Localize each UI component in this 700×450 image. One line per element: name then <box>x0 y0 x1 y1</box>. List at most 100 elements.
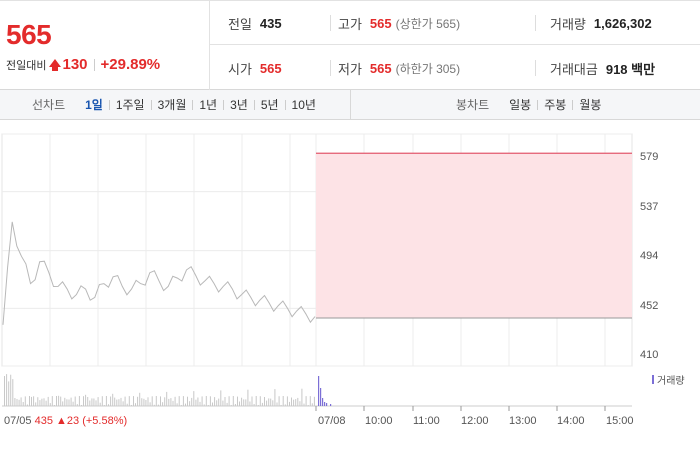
volume-bar <box>199 401 201 406</box>
volume-bar <box>224 397 226 406</box>
volume-bar <box>311 403 313 406</box>
volume-bar <box>162 402 164 406</box>
divider <box>350 90 351 119</box>
volume-bar <box>322 398 324 406</box>
price-summary: 565 전일대비 130 +29.89% <box>0 1 210 90</box>
tab-3y[interactable]: 3년 <box>230 98 248 112</box>
tab-1d[interactable]: 1일 <box>85 98 103 112</box>
volume-bar <box>305 396 307 406</box>
volume-bar <box>10 374 12 406</box>
stat-label: 거래량 <box>550 16 586 32</box>
volume-bar <box>218 398 220 406</box>
divider <box>150 99 152 110</box>
volume-bar <box>180 405 182 406</box>
volume-bar <box>276 402 278 406</box>
volume-bar <box>326 403 328 406</box>
stat-sub: (상한가 565) <box>395 16 461 31</box>
x-tick: 13:00 <box>509 415 537 427</box>
stat-trade-value: 거래대금 918 백만 <box>550 46 655 90</box>
volume-bar <box>116 399 118 406</box>
volume-bar <box>270 398 272 406</box>
volume-bar <box>149 402 151 406</box>
chart-tabs: 선차트 1일 1주일 3개월 1년 3년 5년 10년 봉차트 일봉 주봉 월봉 <box>0 90 700 120</box>
volume-bar <box>297 397 299 406</box>
volume-bar <box>286 396 288 406</box>
volume-bar <box>257 405 259 406</box>
volume-bar <box>147 397 149 406</box>
tab-10y[interactable]: 10년 <box>291 98 316 112</box>
tab-1w[interactable]: 1주일 <box>115 98 145 112</box>
volume-bar <box>60 396 62 406</box>
volume-bar <box>289 401 290 406</box>
volume-bar <box>31 396 32 406</box>
volume-bar <box>272 400 274 406</box>
volume-bar <box>37 397 39 406</box>
prev-day-change: 23 <box>66 415 80 427</box>
current-price: 565 <box>6 19 52 50</box>
tab-daily[interactable]: 일봉 <box>509 98 532 112</box>
line-chart-tabs: 선차트 1일 1주일 3개월 1년 3년 5년 10년 <box>32 90 322 119</box>
stat-label: 저가 <box>338 61 362 77</box>
divider <box>93 58 95 71</box>
stat-value: 565 <box>369 60 392 76</box>
volume-bar <box>122 401 124 406</box>
x-tick: 10:00 <box>365 415 393 427</box>
tab-weekly[interactable]: 주봉 <box>544 98 567 112</box>
tab-monthly[interactable]: 월봉 <box>579 98 602 112</box>
volume-bar <box>53 405 55 406</box>
change-percent: +29.89% <box>100 56 161 73</box>
tab-3m[interactable]: 3개월 <box>157 98 187 112</box>
y-tick: 579 <box>640 151 659 163</box>
volume-bar <box>24 396 26 406</box>
price-series-line <box>2 221 316 325</box>
divider <box>535 60 536 76</box>
stat-value: 565 <box>259 60 282 76</box>
volume-bar <box>160 396 161 406</box>
volume-bar <box>139 392 141 406</box>
volume-bar <box>93 398 95 406</box>
volume-bar <box>245 399 247 406</box>
volume-bar <box>20 397 22 406</box>
volume-bar <box>6 374 8 406</box>
y-tick: 452 <box>640 300 659 312</box>
candle-chart-label: 봉차트 <box>456 98 490 112</box>
volume-bar <box>232 396 234 406</box>
volume-bar <box>114 397 116 406</box>
volume-bar <box>33 396 35 406</box>
stat-label: 전일 <box>228 16 252 32</box>
volume-bar <box>22 402 24 406</box>
stats-row: 시가 565 저가 565 (하한가 305) 거래대금 918 백만 <box>210 46 700 90</box>
stat-label: 시가 <box>228 61 252 77</box>
volume-bar <box>205 396 207 406</box>
volume-bar <box>222 400 224 406</box>
y-tick: 494 <box>640 250 659 262</box>
volume-bar <box>39 400 41 406</box>
stat-value: 435 <box>259 15 282 31</box>
volume-bar <box>68 399 70 406</box>
volume-bar <box>47 396 49 406</box>
change-value: 130 <box>62 56 88 73</box>
volume-bar <box>135 403 136 406</box>
stat-sub: (하한가 305) <box>395 61 461 76</box>
volume-bar <box>56 396 57 406</box>
volume-bar <box>76 404 78 406</box>
volume-bar <box>249 401 251 406</box>
divider <box>108 99 110 110</box>
tab-1y[interactable]: 1년 <box>199 98 218 112</box>
tab-5y[interactable]: 5년 <box>260 98 279 112</box>
divider <box>535 15 536 31</box>
volume-bar <box>303 403 305 406</box>
price-change: 전일대비 130 +29.89% <box>6 56 160 73</box>
volume-bar <box>8 381 10 406</box>
up-arrow-icon <box>49 58 62 71</box>
volume-bar <box>293 399 295 406</box>
volume-bar <box>255 396 257 406</box>
volume-bar <box>133 396 134 406</box>
volume-bar <box>330 404 332 406</box>
stats-row: 전일 435 고가 565 (상한가 565) 거래량 1,626,302 <box>210 1 700 45</box>
volume-bar <box>41 398 43 406</box>
volume-bar <box>291 397 292 406</box>
volume-bar <box>313 396 315 406</box>
volume-bar <box>174 396 176 406</box>
volume-bar <box>166 391 168 406</box>
